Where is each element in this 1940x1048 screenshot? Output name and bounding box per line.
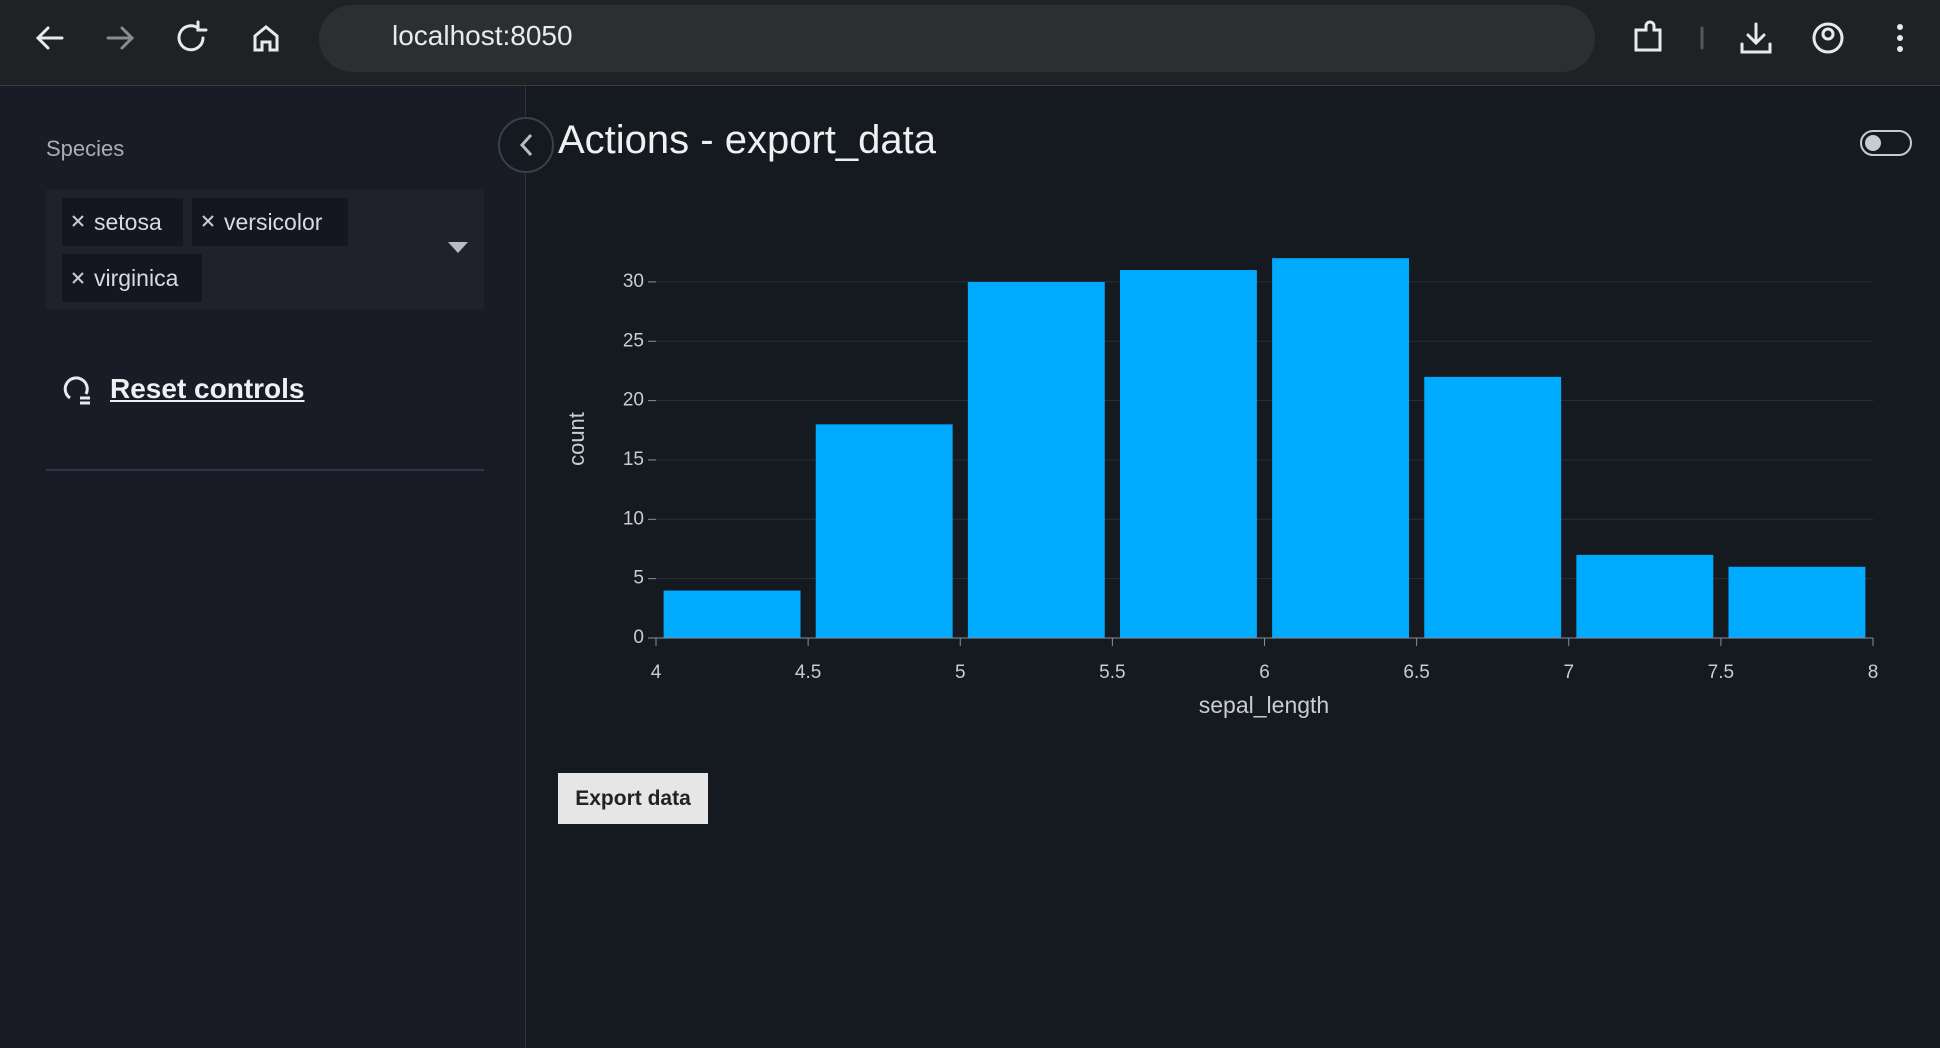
dropdown-arrow[interactable]: [448, 242, 468, 254]
y-tick-label: 10: [623, 508, 644, 529]
theme-toggle[interactable]: [1860, 130, 1914, 158]
bar: [1119, 270, 1257, 638]
x-axis-title: sepal_length: [1199, 692, 1329, 718]
download-icon[interactable]: [1740, 22, 1772, 54]
reset-icon[interactable]: [62, 376, 94, 406]
url-text[interactable]: localhost:8050: [392, 20, 573, 51]
bar: [1728, 566, 1866, 638]
y-axis-title: count: [564, 412, 589, 466]
back-icon[interactable]: [35, 26, 64, 50]
home-icon[interactable]: [253, 25, 279, 52]
bar: [663, 590, 801, 638]
y-tick-label: 5: [633, 568, 644, 589]
bar: [967, 281, 1105, 638]
reload-icon[interactable]: [177, 20, 208, 52]
address-bar[interactable]: [319, 5, 1595, 72]
bar: [1424, 376, 1562, 638]
x-tick-label: 8: [1868, 662, 1879, 683]
reset-link[interactable]: Reset controls: [110, 373, 305, 404]
chip[interactable]: setosa: [62, 198, 183, 246]
x-tick-label: 4: [651, 662, 662, 683]
bar: [1576, 554, 1714, 638]
collapse-button[interactable]: [497, 116, 557, 176]
menu-icon[interactable]: [1897, 24, 1903, 52]
y-tick-label: 15: [623, 449, 644, 470]
y-tick-label: 20: [623, 390, 644, 411]
x-tick-label: 5: [955, 662, 966, 683]
y-tick-label: 30: [623, 271, 644, 292]
forward-icon: [106, 26, 135, 50]
x-tick-label: 4.5: [795, 662, 821, 683]
export-button[interactable]: Export data: [558, 773, 708, 824]
bar: [815, 424, 953, 638]
chip[interactable]: virginica: [62, 254, 202, 302]
x-tick-label: 7: [1563, 662, 1574, 683]
x-tick-label: 7.5: [1708, 662, 1734, 683]
browser-toolbar: localhost:8050: [0, 0, 1940, 86]
page-title: Actions - export_data: [558, 118, 936, 162]
chip[interactable]: versicolor: [192, 198, 348, 246]
divider: [46, 469, 484, 471]
y-tick-label: 0: [633, 627, 644, 648]
bar: [1272, 258, 1410, 638]
profile-icon[interactable]: [1812, 22, 1844, 54]
y-tick-label: 25: [623, 330, 644, 351]
histogram-chart: count sepal_length 0 5 10 15 20 25 30 4 4.5 5 5.5 6…: [564, 258, 1879, 718]
x-tick-label: 6: [1259, 662, 1270, 683]
filter-label: Species: [46, 136, 125, 161]
x-tick-label: 5.5: [1099, 662, 1125, 683]
extensions-icon[interactable]: [1634, 20, 1662, 52]
x-tick-label: 6.5: [1403, 662, 1429, 683]
